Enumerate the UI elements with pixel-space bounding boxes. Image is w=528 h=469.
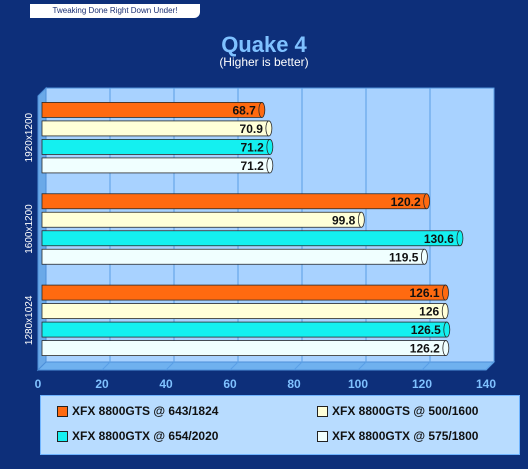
bar: [41, 321, 448, 338]
legend-item: XFX 8800GTX @ 654/2020: [57, 429, 218, 443]
legend-swatch: [57, 430, 68, 442]
x-tick-label: 40: [159, 377, 173, 391]
category-label: 1600x1200: [24, 204, 35, 254]
gridline-floor: [229, 361, 239, 371]
site-banner-text: Tweaking Done Right Down Under!: [52, 6, 178, 15]
gridline-floor: [101, 361, 111, 371]
legend-label: XFX 8800GTS @ 643/1824: [72, 404, 219, 418]
category-label: 1280x1024: [24, 295, 35, 345]
bar: [41, 230, 461, 247]
bar-value-label: 99.8: [332, 213, 356, 227]
legend-swatch: [57, 405, 68, 417]
bar: [41, 340, 447, 356]
x-tick-label: 0: [35, 377, 42, 391]
legend-item: XFX 8800GTX @ 575/1800: [317, 429, 478, 443]
bar: [41, 284, 446, 301]
bar-end-cap: [420, 248, 428, 265]
bar: [41, 303, 446, 319]
x-tick-label: 80: [287, 377, 301, 391]
gridline-floor: [293, 361, 303, 371]
bar-value-label: 71.2: [240, 140, 264, 154]
bar-value-label: 70.9: [240, 122, 264, 136]
bar-value-label: 119.5: [389, 250, 419, 264]
legend-label: XFX 8800GTS @ 500/1600: [332, 404, 479, 418]
chart-title: Quake 4: [221, 32, 307, 57]
gridline-floor: [357, 361, 367, 371]
category-label: 1920x1200: [24, 112, 35, 162]
bar-end-cap: [357, 211, 365, 228]
gridline-floor: [485, 361, 495, 371]
bar-value-label: 120.2: [391, 195, 421, 209]
bar: [41, 102, 263, 118]
bar: [41, 139, 271, 155]
bar-value-label: 126.1: [409, 286, 439, 300]
bar-end-cap: [441, 303, 449, 319]
bar-end-cap: [423, 193, 431, 210]
x-tick-label: 20: [95, 377, 109, 391]
bar: [41, 157, 271, 174]
bar-end-cap: [443, 321, 451, 338]
legend-swatch: [317, 405, 328, 417]
legend: XFX 8800GTS @ 643/1824 XFX 8800GTS @ 500/…: [40, 395, 520, 455]
bar-value-label: 126: [419, 305, 439, 319]
chart-subtitle: (Higher is better): [219, 55, 308, 69]
legend-item: XFX 8800GTS @ 643/1824: [57, 404, 218, 418]
bar-end-cap: [266, 139, 274, 155]
x-tick-label: 60: [223, 377, 237, 391]
gridline-floor: [421, 361, 431, 371]
bar-value-label: 130.6: [424, 232, 454, 246]
bar-end-cap: [258, 102, 266, 118]
legend-item: XFX 8800GTS @ 500/1600: [317, 404, 478, 418]
bar: [41, 193, 428, 210]
site-banner: Tweaking Done Right Down Under!: [30, 4, 200, 18]
bar: [41, 211, 362, 228]
gridline-floor: [165, 361, 175, 371]
bar-value-label: 68.7: [232, 103, 256, 117]
legend-label: XFX 8800GTX @ 654/2020: [72, 429, 219, 443]
legend-swatch: [317, 430, 328, 442]
bar-end-cap: [442, 340, 450, 356]
bar: [41, 248, 425, 265]
bar-end-cap: [442, 284, 449, 301]
bar: [41, 120, 270, 137]
bar-value-label: 71.2: [240, 159, 264, 173]
x-tick-label: 100: [348, 377, 368, 391]
bar-end-cap: [265, 120, 273, 137]
bar-end-cap: [266, 157, 274, 174]
bar-value-label: 126.2: [410, 342, 440, 356]
bar-value-label: 126.5: [411, 323, 441, 337]
x-tick-label: 120: [412, 377, 432, 391]
x-tick-label: 140: [476, 377, 496, 391]
bar-end-cap: [456, 230, 464, 247]
legend-label: XFX 8800GTX @ 575/1800: [332, 429, 479, 443]
